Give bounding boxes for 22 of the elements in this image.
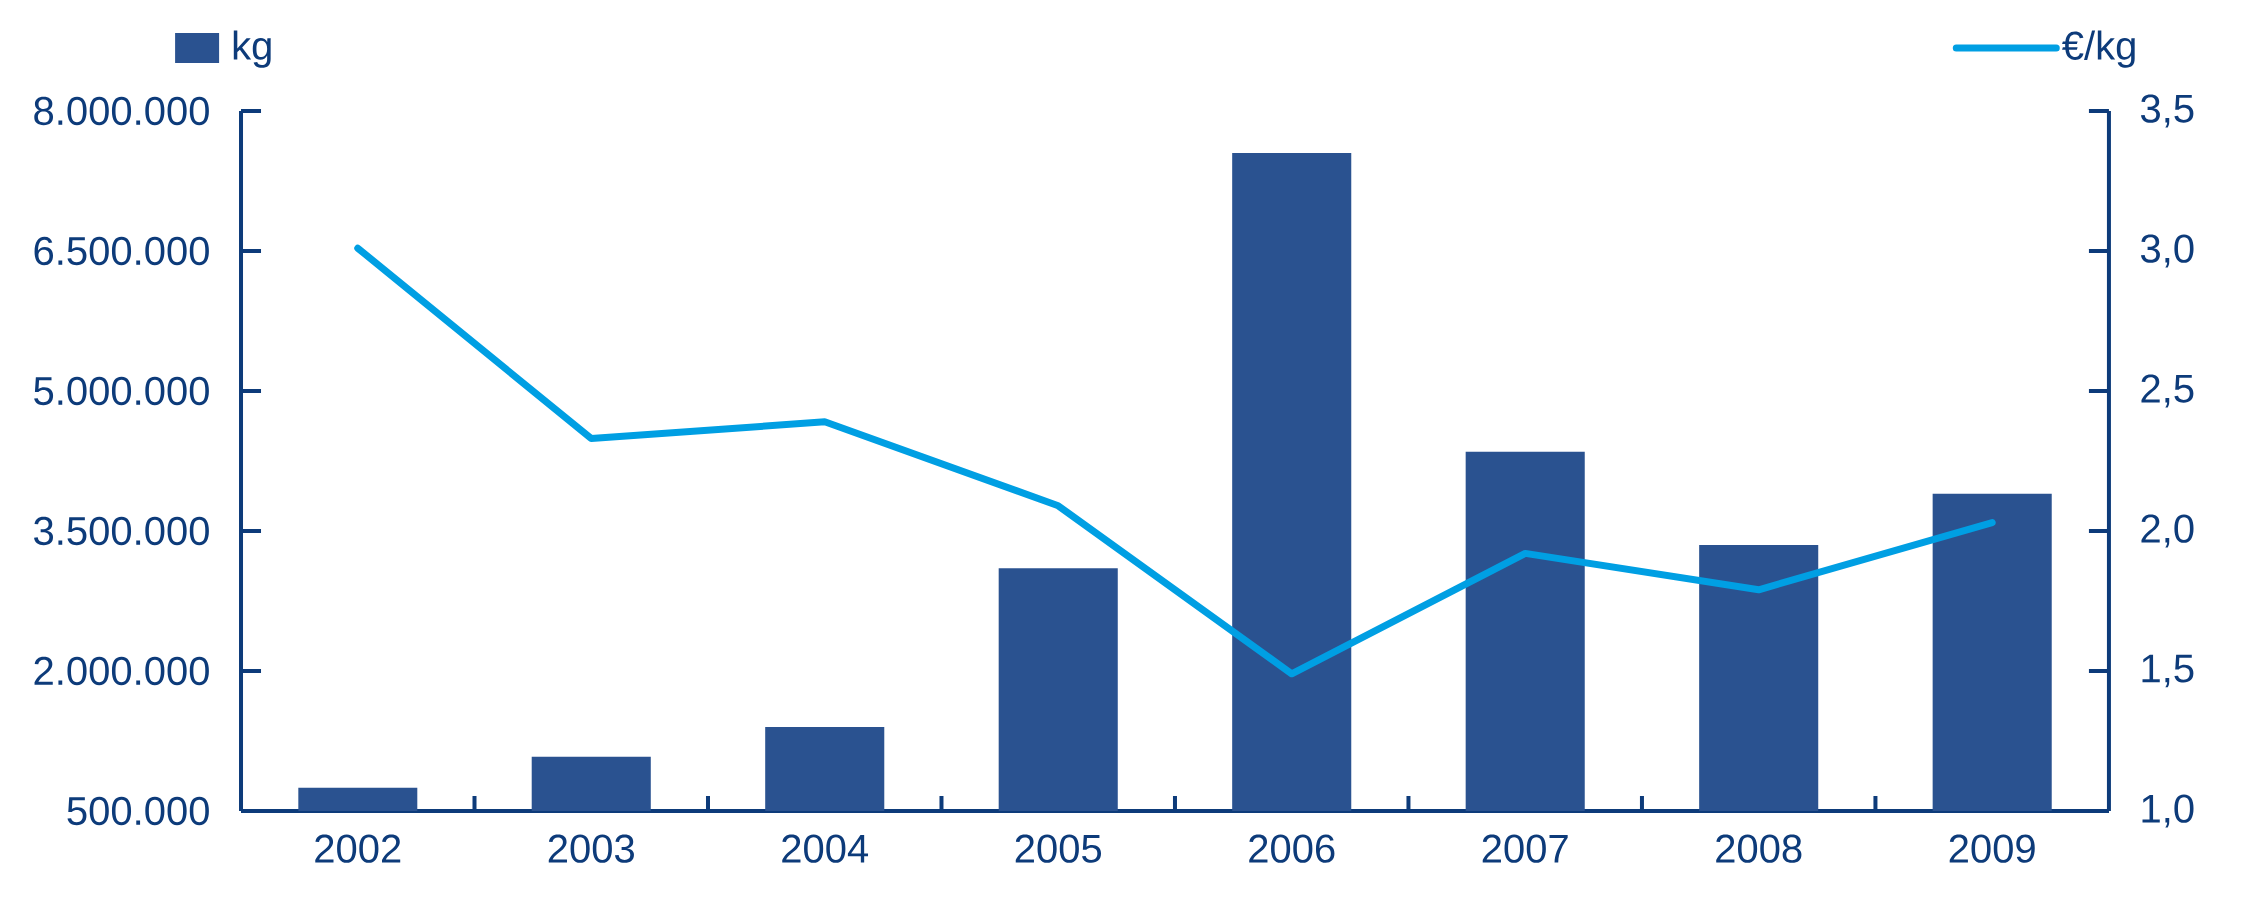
y2-tick-label: 1,0 bbox=[2142, 794, 2194, 828]
y2-tick-label: 1,5 bbox=[2142, 654, 2194, 688]
y-tick-label: 2.000.000 bbox=[34, 656, 209, 686]
x-tick-label: 2003 bbox=[548, 834, 634, 863]
y2-tick-label: 2,5 bbox=[2141, 374, 2194, 408]
x-tick-label: 2009 bbox=[1949, 834, 2035, 863]
x-tick-label: 2008 bbox=[1716, 834, 1802, 863]
y-tick-label: 8.000.000 bbox=[34, 96, 209, 126]
y2-tick-label: 2,0 bbox=[2141, 514, 2194, 548]
x-tick-label: 2002 bbox=[315, 834, 401, 863]
y2-tick-label: 3,5 bbox=[2140, 94, 2194, 128]
y-tick-label: 5.000.000 bbox=[34, 376, 209, 406]
x-tick-label: 2007 bbox=[1482, 834, 1568, 863]
legend-label: €/kg bbox=[2062, 30, 2135, 68]
y-tick-label: 6.500.000 bbox=[34, 236, 209, 266]
legend-label: kg bbox=[233, 30, 271, 68]
x-tick-label: 2004 bbox=[782, 834, 869, 863]
y-tick-label: 3.500.000 bbox=[34, 516, 209, 546]
y-tick-label: 500.000 bbox=[67, 796, 209, 826]
x-tick-label: 2006 bbox=[1249, 834, 1335, 863]
x-tick-label: 2005 bbox=[1015, 834, 1102, 863]
y2-tick-label: 3,0 bbox=[2140, 234, 2194, 268]
